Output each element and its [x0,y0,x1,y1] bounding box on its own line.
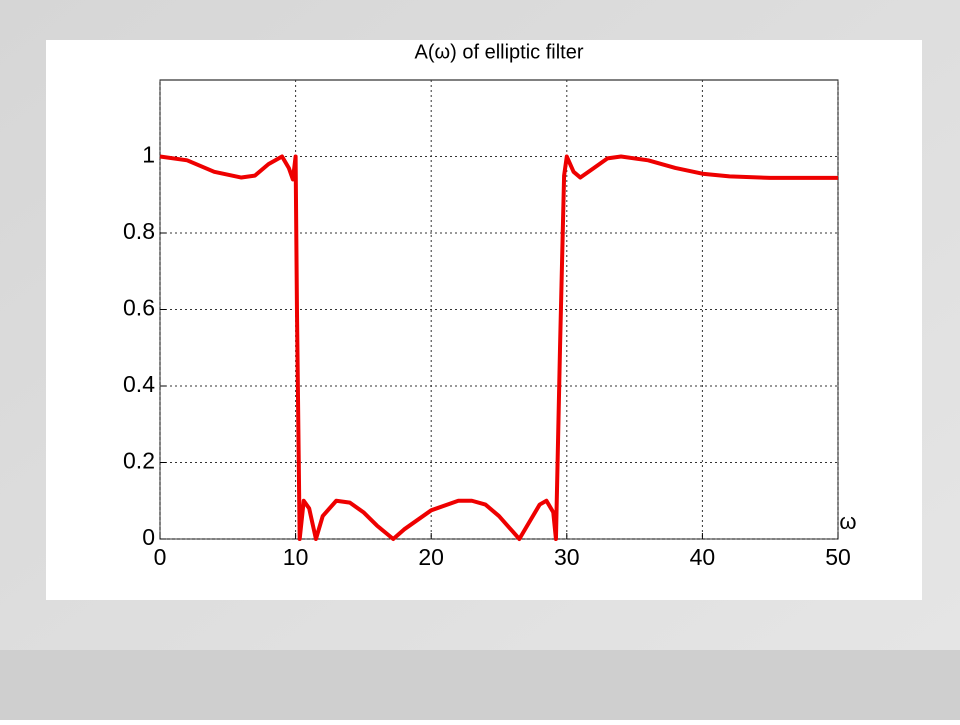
x-tick-label: 10 [283,544,309,570]
y-tick-label: 0 [142,524,155,550]
x-tick-label: 20 [418,544,444,570]
data-line [159,154,838,541]
x-tick-label: 50 [825,544,851,570]
x-tick-label: 30 [554,544,580,570]
x-tick-label: 0 [154,544,167,570]
chart-title: A(ω) of elliptic filter [415,41,584,63]
x-tick-label: 40 [690,544,716,570]
y-tick-label: 0.4 [123,371,155,397]
y-tick-label: 0.8 [123,218,155,244]
y-tick-label: 0.6 [123,295,155,321]
y-tick-label: 0.2 [123,448,155,474]
y-tick-label: 1 [142,142,155,168]
slide-footer-band [0,650,960,720]
x-axis-label: ω [839,509,856,534]
